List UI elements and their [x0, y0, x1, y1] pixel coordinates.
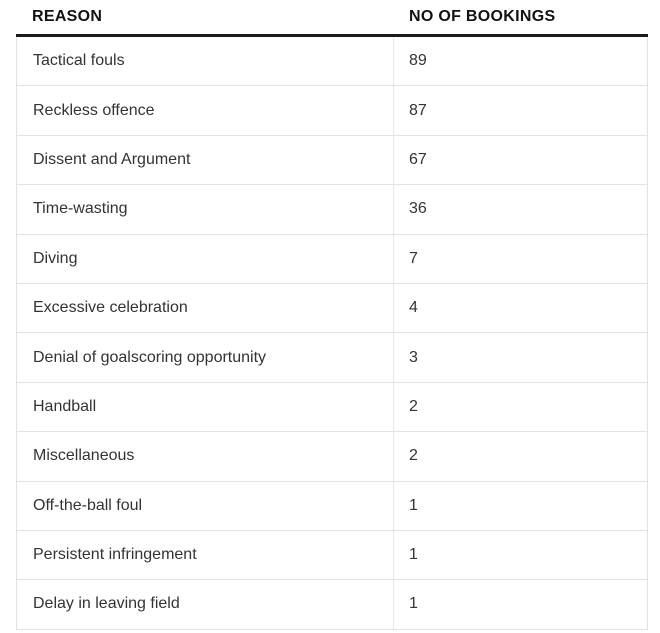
reason-cell: Off-the-ball foul [17, 481, 394, 530]
reason-cell: Time-wasting [17, 185, 394, 234]
table-row: Time-wasting 36 [17, 185, 647, 235]
reason-cell: Tactical fouls [17, 37, 394, 86]
bookings-cell: 1 [409, 546, 418, 564]
table-row: Handball 2 [17, 382, 647, 433]
bookings-cell: 87 [409, 101, 427, 119]
reason-cell: Excessive celebration [17, 283, 394, 333]
table-header-row: REASON NO OF BOOKINGS [16, 0, 648, 34]
table-row: Off-the-ball foul 1 [17, 481, 647, 531]
table-row: Excessive celebration 4 [17, 283, 647, 334]
table-row: Dissent and Argument 67 [17, 135, 647, 186]
table-row: Miscellaneous 2 [17, 432, 647, 482]
reason-cell: Dissent and Argument [17, 135, 394, 185]
bookings-cell: 3 [409, 348, 418, 366]
table-row: Diving 7 [17, 234, 647, 284]
bookings-cell: 1 [409, 496, 418, 514]
bookings-cell: 36 [409, 200, 427, 218]
bookings-cell: 7 [409, 249, 418, 267]
bookings-cell: 1 [409, 595, 418, 613]
reason-cell: Persistent infringement [17, 530, 394, 580]
table-body: Tactical fouls 89 Reckless offence 87 Di… [16, 37, 648, 630]
bookings-cell: 2 [409, 397, 418, 415]
table-row: Delay in leaving field 1 [17, 580, 647, 630]
bookings-cell: 4 [409, 299, 418, 317]
table-row: Reckless offence 87 [17, 86, 647, 136]
column-header-reason: REASON [32, 8, 103, 25]
bookings-cell: 89 [409, 52, 427, 70]
reason-cell: Diving [17, 234, 394, 283]
reason-cell: Denial of goalscoring opportunity [17, 333, 394, 382]
table-row: Tactical fouls 89 [17, 37, 647, 87]
table-row: Persistent infringement 1 [17, 530, 647, 581]
bookings-cell: 2 [409, 447, 418, 465]
bookings-cell: 67 [409, 150, 427, 168]
header-rule [16, 34, 648, 37]
bookings-table: REASON NO OF BOOKINGS Tactical fouls 89 … [16, 0, 648, 630]
reason-cell: Delay in leaving field [17, 580, 394, 629]
reason-cell: Miscellaneous [17, 432, 394, 481]
column-header-no-of-bookings: NO OF BOOKINGS [409, 8, 556, 25]
reason-cell: Reckless offence [17, 86, 394, 135]
reason-cell: Handball [17, 382, 394, 432]
table-row: Denial of goalscoring opportunity 3 [17, 333, 647, 383]
